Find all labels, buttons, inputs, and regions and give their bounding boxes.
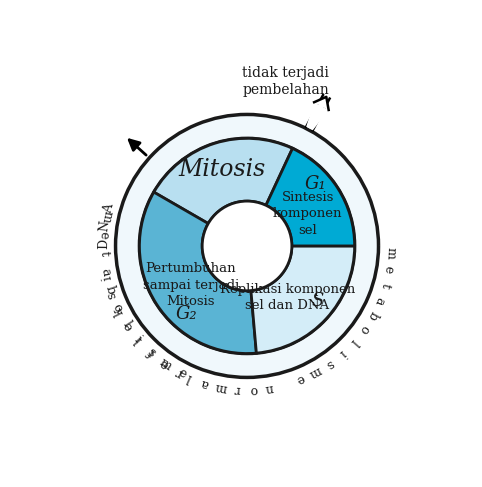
- Text: e: e: [175, 366, 188, 381]
- Text: Pertumbuhan
sampai terjadi
Mitosis: Pertumbuhan sampai terjadi Mitosis: [143, 262, 239, 308]
- Text: e: e: [97, 230, 111, 239]
- Text: k: k: [112, 305, 127, 318]
- Text: A: A: [101, 203, 116, 215]
- Text: s: s: [144, 346, 158, 359]
- Text: f: f: [145, 346, 157, 359]
- Text: l: l: [186, 371, 194, 384]
- Text: o: o: [110, 301, 125, 314]
- Text: l: l: [133, 334, 145, 346]
- Polygon shape: [306, 102, 329, 130]
- Text: G₂: G₂: [175, 305, 197, 323]
- Text: t: t: [378, 281, 392, 290]
- Wedge shape: [266, 149, 355, 246]
- Text: m: m: [307, 363, 324, 380]
- Text: a: a: [200, 376, 211, 391]
- Text: n: n: [265, 380, 274, 394]
- Text: i: i: [100, 275, 114, 281]
- Wedge shape: [154, 138, 293, 224]
- Text: e: e: [120, 319, 135, 333]
- Text: Mitosis: Mitosis: [178, 158, 266, 181]
- Text: Replikasi komponen
sel dan DNA: Replikasi komponen sel dan DNA: [220, 283, 355, 313]
- Text: i: i: [132, 334, 144, 345]
- Text: e: e: [381, 265, 396, 274]
- Text: m: m: [384, 247, 397, 260]
- Text: S: S: [311, 292, 324, 310]
- Text: r: r: [174, 365, 186, 380]
- Text: a: a: [372, 295, 387, 307]
- Text: tidak terjadi
pembelahan: tidak terjadi pembelahan: [242, 66, 329, 97]
- Text: r: r: [234, 382, 241, 396]
- Text: i: i: [336, 347, 348, 359]
- Circle shape: [202, 201, 292, 291]
- Text: m: m: [157, 356, 174, 373]
- Text: e: e: [158, 356, 172, 371]
- Text: m: m: [99, 209, 114, 223]
- Text: b: b: [365, 309, 380, 322]
- Text: Sintesis
komponen
sel: Sintesis komponen sel: [273, 191, 343, 237]
- Text: o: o: [249, 383, 257, 396]
- Text: e: e: [295, 372, 307, 386]
- Wedge shape: [116, 114, 378, 377]
- Text: l: l: [120, 319, 133, 329]
- Text: N: N: [98, 220, 112, 232]
- Text: m: m: [214, 379, 228, 394]
- Text: t: t: [97, 251, 110, 256]
- Text: a: a: [99, 267, 113, 277]
- Text: s: s: [105, 290, 120, 300]
- Text: l: l: [348, 336, 360, 348]
- Text: G₁: G₁: [305, 175, 327, 193]
- Wedge shape: [139, 192, 256, 354]
- Polygon shape: [314, 97, 329, 110]
- Text: b: b: [103, 284, 118, 296]
- Polygon shape: [314, 97, 329, 110]
- Text: s: s: [323, 356, 335, 371]
- Text: o: o: [356, 322, 371, 336]
- Text: D: D: [97, 238, 110, 248]
- Wedge shape: [251, 246, 355, 353]
